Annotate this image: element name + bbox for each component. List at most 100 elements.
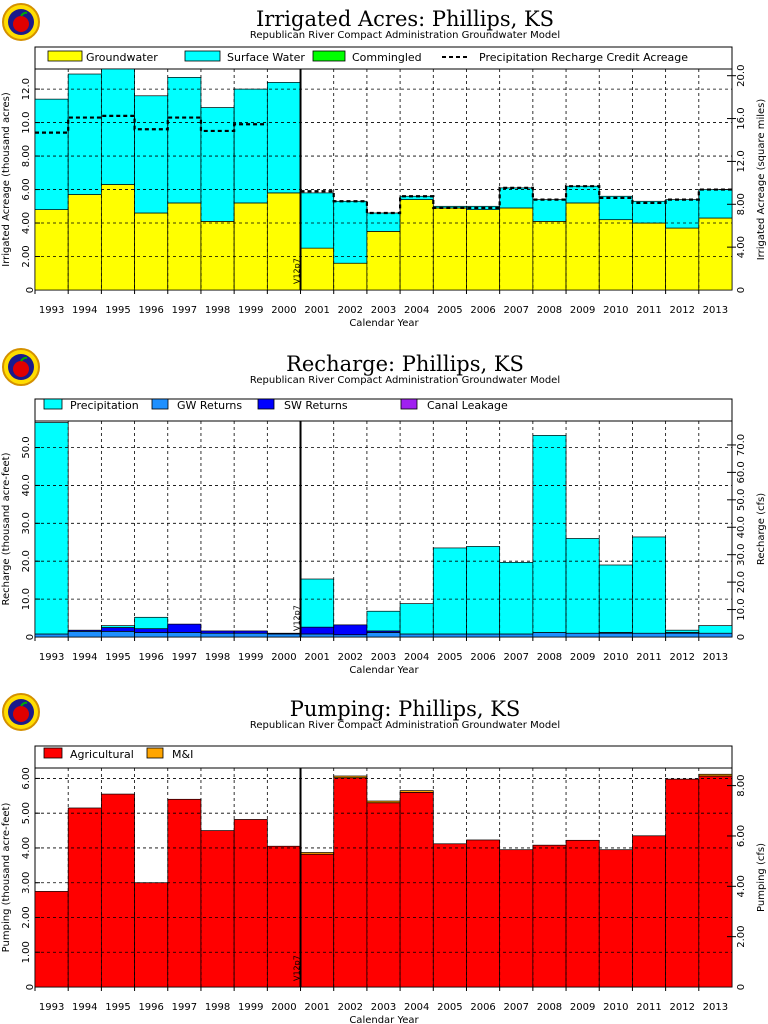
x-tick-label: 2001 bbox=[304, 305, 329, 316]
x-tick-label: 2003 bbox=[371, 652, 396, 663]
bar-segment bbox=[632, 536, 666, 634]
x-tick-label: 1999 bbox=[238, 1002, 263, 1013]
legend-label: Groundwater bbox=[86, 51, 158, 64]
bar-segment bbox=[598, 195, 633, 221]
bar-segment bbox=[532, 199, 567, 222]
y-tick-label: 40.0 bbox=[21, 474, 32, 496]
y-axis-label: Pumping (thousand acre-feet) bbox=[1, 803, 12, 953]
x-tick-label: 2009 bbox=[570, 305, 595, 316]
y-tick-label: 0 bbox=[25, 634, 36, 640]
x-tick-label: 2002 bbox=[338, 652, 363, 663]
chart-title: Pumping: Phillips, KS bbox=[290, 697, 521, 721]
x-tick-label: 2006 bbox=[470, 652, 495, 663]
bar-segment bbox=[366, 632, 401, 638]
apple-shape bbox=[13, 706, 29, 722]
bar-segment bbox=[598, 219, 633, 291]
bar-segment bbox=[432, 207, 467, 291]
bar-segment bbox=[300, 852, 335, 855]
legend-swatch bbox=[151, 398, 169, 410]
precip-credit-line bbox=[35, 114, 732, 215]
bar-segment bbox=[632, 835, 666, 988]
bar-segment bbox=[34, 633, 69, 638]
bar-segment bbox=[399, 603, 434, 635]
legend-label: GW Returns bbox=[177, 399, 242, 412]
bar-segment bbox=[134, 628, 169, 633]
legend-swatch bbox=[43, 398, 63, 410]
chart-title: Recharge: Phillips, KS bbox=[286, 352, 524, 376]
x-tick-label: 1998 bbox=[205, 1002, 230, 1013]
y-tick-label: 2.00 bbox=[21, 906, 32, 928]
x-tick-label: 1998 bbox=[205, 652, 230, 663]
bar-segment bbox=[333, 262, 368, 291]
bar-segment bbox=[200, 632, 235, 638]
y-tick-label: 0 bbox=[25, 287, 36, 293]
y2-tick-label: 6.00 bbox=[736, 825, 747, 847]
y-tick-label: 12.0 bbox=[21, 78, 32, 100]
legend-swatch bbox=[146, 747, 164, 759]
x-tick-label: 2004 bbox=[404, 1002, 429, 1013]
x-tick-label: 2013 bbox=[703, 1002, 728, 1013]
x-tick-label: 2001 bbox=[304, 1002, 329, 1013]
legend-label: Surface Water bbox=[227, 51, 305, 64]
x-tick-label: 2010 bbox=[603, 1002, 628, 1013]
bar-segment bbox=[632, 200, 666, 224]
x-tick-label: 1997 bbox=[172, 1002, 197, 1013]
y2-tick-label: 40.0 bbox=[736, 516, 747, 538]
bar-segment bbox=[167, 202, 202, 291]
bar-segment bbox=[266, 192, 301, 291]
bar-segment bbox=[432, 843, 467, 988]
bar-segment bbox=[466, 546, 501, 635]
x-tick-label: 1993 bbox=[39, 305, 64, 316]
y2-tick-label: 70.0 bbox=[736, 434, 747, 456]
apple-leaf bbox=[20, 701, 28, 707]
bar-segment bbox=[665, 227, 700, 291]
x-tick-label: 2008 bbox=[537, 1002, 562, 1013]
bar-segment bbox=[101, 184, 135, 291]
bar-segment bbox=[499, 633, 534, 638]
x-tick-label: 2008 bbox=[537, 305, 562, 316]
bar-segment bbox=[34, 891, 69, 988]
bar-segment bbox=[665, 632, 700, 638]
y-axis-label: Irrigated Acreage (thousand acres) bbox=[1, 92, 12, 267]
x-tick-label: 1994 bbox=[72, 1002, 97, 1013]
bar-segment bbox=[665, 199, 700, 229]
legend-swatch bbox=[43, 747, 63, 759]
apple-shape bbox=[13, 361, 29, 377]
x-tick-label: 2011 bbox=[636, 1002, 661, 1013]
y-tick-label: 6.00 bbox=[21, 767, 32, 789]
y-tick-label: 1.00 bbox=[21, 941, 32, 963]
bar-segment bbox=[233, 632, 268, 638]
y-tick-label: 20.0 bbox=[21, 550, 32, 572]
bar-segment bbox=[366, 231, 401, 291]
version-marker-label: V12p7 bbox=[293, 955, 302, 981]
legend-swatch bbox=[257, 398, 275, 410]
y2-tick-label: 0 bbox=[736, 287, 747, 293]
bar-segment bbox=[466, 839, 501, 988]
apple-logo-icon bbox=[2, 348, 40, 386]
y2-tick-label: 20.0 bbox=[736, 571, 747, 593]
bar-segment bbox=[101, 68, 135, 185]
bar-segment bbox=[300, 633, 335, 638]
y2-tick-label: 8.00 bbox=[736, 193, 747, 215]
chart-subtitle: Republican River Compact Administration … bbox=[250, 720, 560, 731]
legend-swatch bbox=[47, 50, 83, 62]
x-tick-label: 2010 bbox=[603, 652, 628, 663]
bar-segment bbox=[233, 88, 268, 204]
x-tick-label: 2008 bbox=[537, 652, 562, 663]
y2-axis-label: Recharge (cfs) bbox=[756, 493, 767, 565]
x-axis-label: Calendar Year bbox=[349, 665, 419, 676]
x-tick-label: 2009 bbox=[570, 1002, 595, 1013]
y-tick-label: 0 bbox=[25, 984, 36, 990]
bar-segment bbox=[565, 538, 600, 634]
chart-panel-1: Irrigated Acres: Phillips, KSRepublican … bbox=[1, 3, 767, 329]
bar-segment bbox=[134, 95, 169, 214]
bar-segment bbox=[399, 791, 434, 988]
apple-leaf bbox=[20, 356, 28, 362]
bar-segment bbox=[233, 630, 268, 634]
y-tick-label: 6.00 bbox=[21, 178, 32, 200]
y2-tick-label: 30.0 bbox=[736, 544, 747, 566]
x-tick-label: 2000 bbox=[271, 305, 296, 316]
bar-segment bbox=[300, 626, 335, 635]
x-tick-label: 1995 bbox=[105, 305, 130, 316]
